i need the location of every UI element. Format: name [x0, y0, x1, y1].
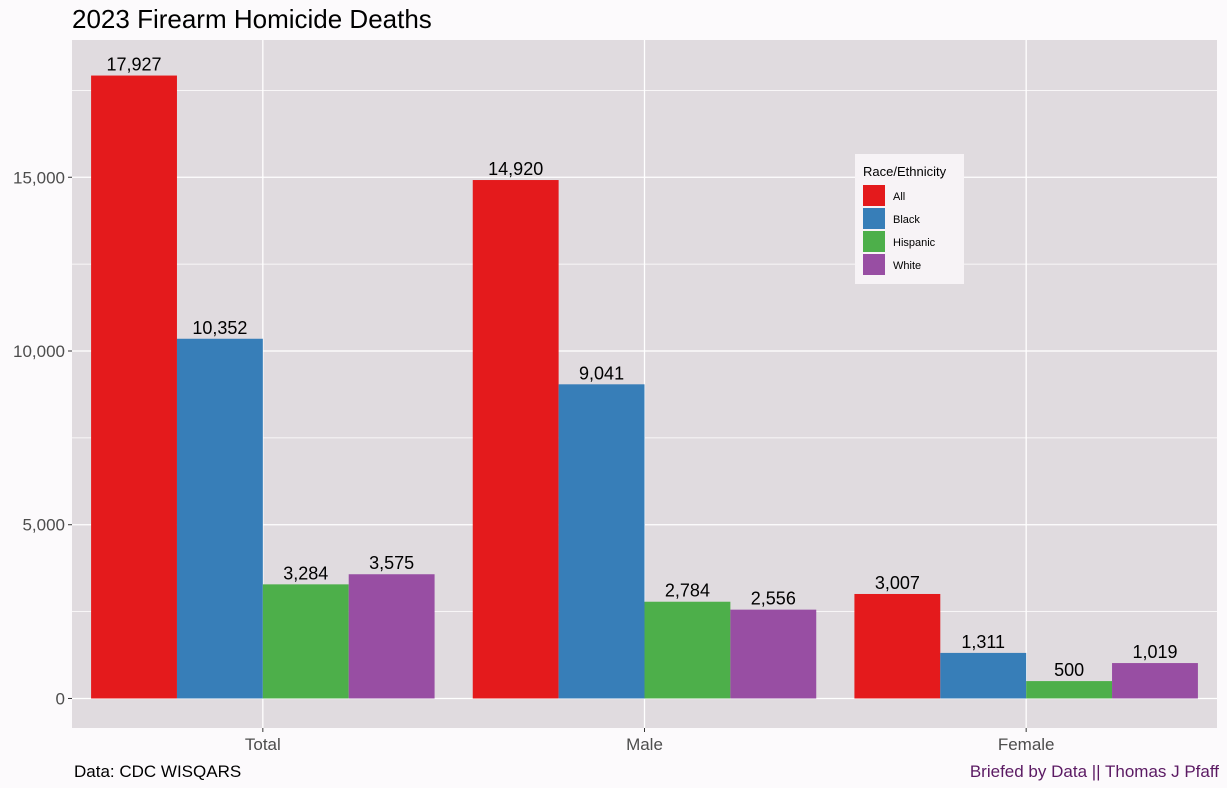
value-label: 14,920	[488, 159, 543, 179]
value-label: 3,284	[283, 563, 328, 583]
legend-items: All Black Hispanic White	[863, 185, 936, 275]
chart-title: 2023 Firearm Homicide Deaths	[72, 4, 432, 34]
legend-key-white	[863, 254, 885, 275]
legend-key-all	[863, 185, 885, 206]
legend-label: Black	[893, 214, 920, 226]
bars	[91, 75, 1198, 699]
value-label: 2,556	[751, 589, 796, 609]
bar-hispanic-male	[644, 601, 731, 699]
legend-label: White	[893, 260, 921, 272]
y-tick-label: 10,000	[13, 342, 65, 361]
value-label: 17,927	[106, 55, 161, 75]
bar-black-female	[940, 652, 1027, 699]
legend-label: All	[893, 191, 905, 203]
value-label: 10,352	[192, 318, 247, 338]
bar-white-total	[348, 574, 435, 699]
value-labels: 17,927 10,352 3,284 3,575 14,920 9,041 2,784 2,…	[106, 55, 1177, 681]
value-label: 1,311	[961, 632, 1005, 652]
legend: Race/Ethnicity All Black Hispanic White	[855, 154, 964, 284]
legend-key-black	[863, 208, 885, 229]
value-label: 2,784	[665, 581, 710, 601]
x-tick-label: Female	[998, 735, 1055, 754]
y-axis: 0 5,000 10,000 15,000	[13, 168, 72, 708]
bar-white-female	[1112, 663, 1198, 699]
legend-label: Hispanic	[893, 237, 936, 249]
legend-key-hispanic	[863, 231, 885, 252]
x-tick-label: Total	[245, 735, 281, 754]
value-label: 3,575	[369, 553, 414, 573]
y-tick-label: 5,000	[22, 516, 65, 535]
x-axis: Total Male Female	[245, 728, 1055, 754]
value-label: 9,041	[579, 363, 624, 383]
bar-hispanic-female	[1026, 681, 1113, 699]
bar-all-female	[854, 593, 941, 699]
value-label: 3,007	[875, 573, 920, 593]
legend-title: Race/Ethnicity	[863, 164, 947, 179]
bar-all-male	[472, 180, 559, 699]
bar-black-male	[558, 384, 645, 699]
y-tick-label: 0	[56, 689, 65, 708]
data-source-caption: Data: CDC WISQARS	[74, 762, 241, 781]
bar-all-total	[91, 75, 177, 699]
value-label: 1,019	[1132, 642, 1177, 662]
bar-white-male	[730, 609, 817, 699]
credit-caption: Briefed by Data || Thomas J Pfaff	[970, 762, 1219, 781]
value-label: 500	[1054, 660, 1084, 680]
bar-hispanic-total	[262, 584, 349, 699]
x-tick-label: Male	[626, 735, 663, 754]
y-tick-label: 15,000	[13, 168, 65, 187]
bar-black-total	[176, 338, 263, 699]
